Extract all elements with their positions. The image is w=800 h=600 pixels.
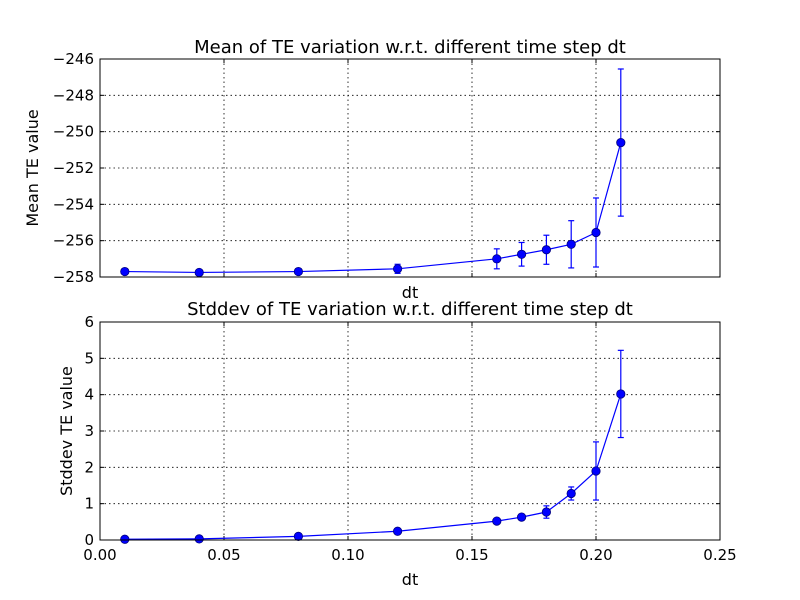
mean-te-subplot: −258 −256 −254 −252 −250 −248 −246 Mean of TE … bbox=[23, 37, 721, 302]
y-tick-label: 3 bbox=[84, 422, 94, 440]
data-point bbox=[492, 516, 502, 526]
data-point bbox=[120, 534, 130, 544]
y-tick-label: 5 bbox=[84, 349, 94, 367]
x-axis-label: dt bbox=[402, 283, 418, 302]
data-point bbox=[541, 245, 552, 255]
y-tick-label: 0 bbox=[84, 531, 94, 549]
y-tick-label: −248 bbox=[53, 86, 94, 104]
data-point bbox=[516, 512, 527, 522]
axis-ticks: 0.00 0.05 0.10 0.15 0.20 0.25 0 1 2 3 4 5 6 bbox=[83, 313, 736, 564]
data-point bbox=[616, 389, 626, 399]
data-point bbox=[392, 526, 403, 536]
data-point bbox=[591, 227, 601, 238]
x-tick-label: 0.15 bbox=[455, 546, 488, 564]
y-tick-label: 4 bbox=[84, 386, 94, 404]
y-tick-label: −254 bbox=[53, 195, 94, 213]
y-tick-label: 1 bbox=[84, 495, 94, 513]
stddev-te-subplot: 0.00 0.05 0.10 0.15 0.20 0.25 0 1 2 3 4 5 6 Stddev o… bbox=[57, 299, 737, 589]
plot-frame bbox=[99, 321, 721, 541]
x-tick-label: 0.05 bbox=[207, 546, 240, 564]
y-tick-label: 2 bbox=[84, 458, 94, 476]
data-point bbox=[516, 249, 527, 259]
data-point bbox=[194, 534, 204, 544]
x-tick-label: 0.10 bbox=[331, 546, 364, 564]
series-line bbox=[124, 393, 622, 540]
y-tick-label: −246 bbox=[53, 50, 94, 68]
y-tick-label: −258 bbox=[53, 268, 94, 286]
series-line bbox=[124, 142, 622, 274]
data-point bbox=[293, 266, 303, 277]
chart-title: Stddev of TE variation w.r.t. different … bbox=[187, 299, 633, 320]
plot-frame bbox=[99, 58, 721, 278]
x-tick-label: 0.25 bbox=[703, 546, 736, 564]
data-point bbox=[293, 531, 303, 541]
data-point bbox=[392, 264, 403, 274]
data-point bbox=[616, 137, 626, 148]
data-series bbox=[120, 349, 626, 544]
data-point bbox=[120, 266, 130, 277]
data-point bbox=[591, 466, 601, 476]
y-tick-label: 6 bbox=[84, 313, 94, 331]
data-point bbox=[194, 267, 204, 278]
y-tick-label: −250 bbox=[53, 123, 94, 141]
x-axis-label: dt bbox=[402, 570, 418, 589]
y-axis-label: Mean TE value bbox=[23, 109, 42, 226]
data-point bbox=[566, 488, 576, 499]
x-tick-label: 0.00 bbox=[83, 546, 116, 564]
data-point bbox=[566, 239, 576, 249]
data-series bbox=[120, 68, 626, 278]
axis-ticks: −258 −256 −254 −252 −250 −248 −246 bbox=[53, 50, 721, 286]
x-tick-label: 0.20 bbox=[579, 546, 612, 564]
chart-title: Mean of TE variation w.r.t. different ti… bbox=[194, 37, 626, 58]
data-point bbox=[492, 254, 502, 264]
y-tick-label: −252 bbox=[53, 159, 94, 177]
y-tick-label: −256 bbox=[53, 232, 94, 250]
data-point bbox=[541, 507, 552, 517]
y-axis-label: Stddev TE value bbox=[57, 366, 76, 496]
